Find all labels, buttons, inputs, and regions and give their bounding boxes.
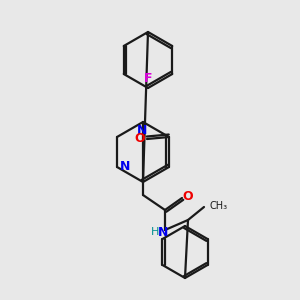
Text: F: F — [144, 71, 152, 85]
Text: N: N — [120, 160, 130, 173]
Text: CH₃: CH₃ — [210, 201, 228, 211]
Text: N: N — [158, 226, 168, 238]
Text: N: N — [137, 124, 147, 137]
Text: O: O — [183, 190, 193, 202]
Text: O: O — [135, 133, 145, 146]
Text: H: H — [151, 227, 159, 237]
